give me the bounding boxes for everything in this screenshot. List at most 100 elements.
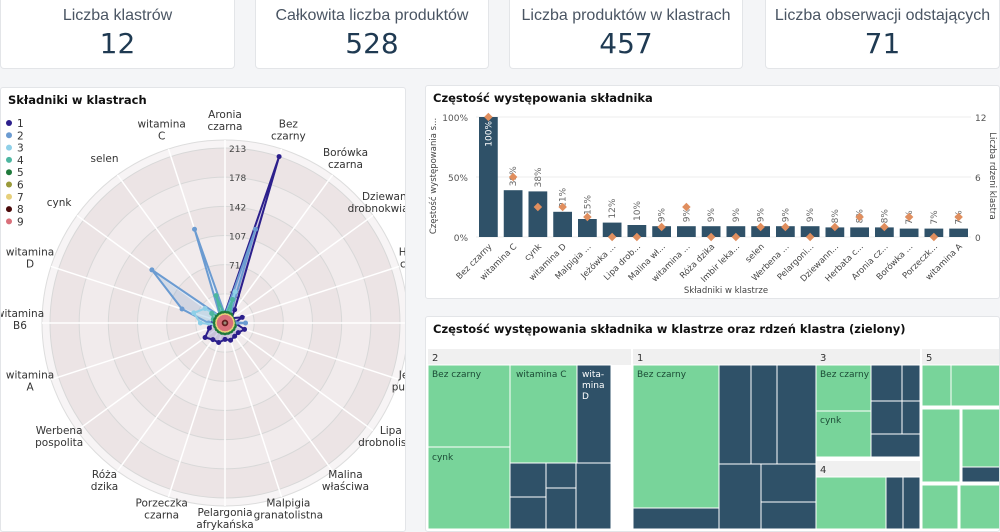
treemap-tile[interactable] [632,507,720,530]
treemap-tile[interactable] [718,463,762,530]
bar[interactable] [528,191,548,237]
radar-point [149,267,155,273]
bar[interactable] [949,228,968,237]
radar-point [220,315,226,321]
cluster-label[interactable]: 5 [926,353,932,364]
radar-axis-label: selen [91,153,119,165]
legend-marker[interactable] [6,156,12,163]
treemap-tile[interactable] [921,408,961,483]
radar-axis-line [167,322,226,498]
cluster-label[interactable]: 2 [432,353,438,364]
treemap-title: Częstość występowania składnika w klastr… [433,322,906,336]
bar[interactable] [726,226,746,237]
treemap-tile[interactable] [718,364,752,465]
legend-marker[interactable] [6,169,12,176]
treemap-tile[interactable] [921,364,952,407]
bar[interactable] [776,226,795,237]
treemap-tile[interactable] [509,496,547,530]
bar[interactable] [751,226,770,237]
bar[interactable] [701,226,721,237]
treemap-tile[interactable] [901,364,921,402]
cluster-label[interactable]: 4 [820,465,826,476]
kpi-label: Liczba klastrów [62,7,173,24]
legend-marker[interactable] [6,206,12,213]
legend-label[interactable]: 4 [17,155,24,167]
legend-label[interactable]: 8 [17,204,24,216]
treemap-tile[interactable] [961,408,1000,468]
radar-point [232,333,238,339]
treemap-tile[interactable] [959,484,1000,530]
bar-data-label: 100% [484,121,494,147]
radar-point [242,326,248,332]
bar[interactable] [652,226,671,237]
legend-marker[interactable] [6,218,12,225]
treemap-tile[interactable] [885,476,904,530]
bar[interactable] [875,227,894,237]
treemap-tile[interactable] [776,364,817,465]
kpi-label: Liczba obserwacji odstających [774,7,991,24]
y2-tick-label: 0 [975,234,981,244]
radar-axis-line [76,322,226,432]
kpi-value: 528 [345,27,399,60]
legend-marker[interactable] [6,120,12,126]
radar-tick-label: 107 [229,233,246,243]
legend-label[interactable]: 6 [17,180,24,192]
bar[interactable] [850,227,869,237]
treemap-tile[interactable] [509,462,547,498]
treemap-tile[interactable] [545,487,577,530]
treemap-tile[interactable] [961,466,1000,483]
x-axis-title: Składniki w klastrze [684,286,768,296]
treemap-tile[interactable] [815,476,887,530]
bar[interactable] [825,227,845,237]
radar-point [210,337,216,343]
bar[interactable] [503,190,523,237]
legend-marker[interactable] [6,144,12,151]
legend-label[interactable]: 7 [17,192,24,204]
radar-point [216,340,222,346]
treemap-tile[interactable] [509,364,578,464]
radar-point [192,226,198,232]
legend-label[interactable]: 9 [17,216,24,228]
legend-label[interactable]: 3 [17,143,24,155]
bar[interactable] [800,226,820,237]
bar[interactable] [578,219,597,237]
treemap-tile[interactable] [921,484,959,530]
legend-label[interactable]: 1 [17,118,24,130]
legend-marker[interactable] [6,132,12,139]
treemap-tile[interactable] [870,364,903,402]
legend-label[interactable]: 5 [17,167,24,179]
treemap-tile[interactable] [901,400,921,435]
treemap-tile[interactable] [950,364,1000,407]
bar[interactable] [479,117,498,237]
cluster-label[interactable]: 1 [637,353,643,364]
treemap-tile[interactable] [815,410,872,458]
treemap-tile[interactable] [760,463,817,503]
treemap-tile[interactable] [750,364,778,465]
treemap-tile[interactable] [760,501,817,530]
radar-point [276,154,282,160]
bar[interactable] [553,211,572,237]
radar-chart[interactable]: Aronia czarna Bez czarny Borówka czarna Dziewa… [1,88,406,532]
treemap-tile[interactable] [632,364,720,509]
cluster-label[interactable]: 3 [820,353,826,364]
treemap-chart[interactable]: 2 1 3 4 5 Bez czarny cynk witamina C Bez czarny B… [426,317,1000,532]
bar[interactable] [627,225,647,237]
legend-marker[interactable] [6,181,12,188]
treemap-tile[interactable] [870,400,903,435]
bar[interactable] [677,226,696,237]
treemap-tile[interactable] [902,476,921,530]
radar-axis-label: Jeżówkapurpurowa [392,369,406,393]
treemap-tile[interactable] [545,462,577,489]
radar-tick-label: 178 [229,174,246,184]
bar[interactable] [602,222,622,237]
legend-marker[interactable] [6,193,12,200]
radar-point [235,330,241,336]
bar[interactable] [899,228,919,237]
treemap-tile[interactable] [870,433,921,458]
treemap-tile[interactable] [575,462,612,530]
legend-label[interactable]: 2 [17,130,24,142]
radar-point [230,297,236,303]
bar-data-label: 9% [682,207,692,222]
radar-axis-label: Malina właściwa [322,469,369,493]
